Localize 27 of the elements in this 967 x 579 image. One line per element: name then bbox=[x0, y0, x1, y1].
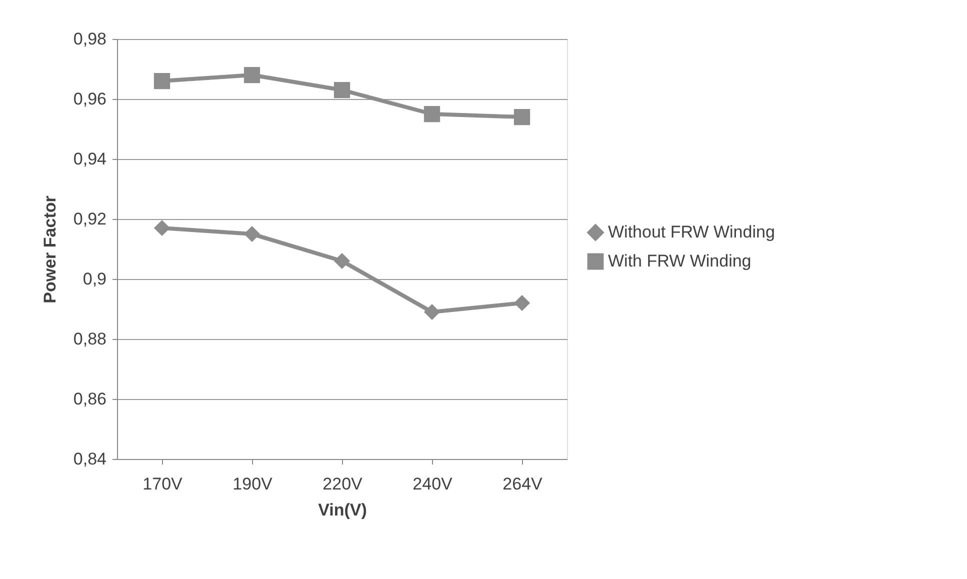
y-tick-label: 0,98 bbox=[73, 30, 106, 48]
y-tick-label: 0,9 bbox=[82, 270, 106, 288]
point bbox=[244, 226, 260, 242]
x-axis-title: Vin(V) bbox=[318, 500, 367, 520]
legend-label: With FRW Winding bbox=[608, 252, 752, 270]
point bbox=[424, 304, 440, 320]
point bbox=[334, 82, 350, 98]
y-tick-label: 0,96 bbox=[73, 90, 106, 108]
y-tick-label: 0,86 bbox=[73, 390, 106, 408]
point bbox=[514, 294, 530, 312]
point bbox=[424, 106, 440, 122]
point bbox=[154, 72, 170, 90]
point bbox=[334, 252, 350, 270]
y-tick-label: 0,84 bbox=[73, 450, 106, 468]
point bbox=[154, 220, 170, 236]
x-tick-label: 170V bbox=[142, 474, 184, 494]
y-tick-label: 0,88 bbox=[73, 330, 106, 348]
x-tick-label: 220V bbox=[322, 474, 364, 494]
point bbox=[244, 66, 260, 84]
y-tick-label: 0,94 bbox=[73, 150, 106, 168]
x-tick-label: 190V bbox=[232, 474, 274, 494]
x-tick-label: 264V bbox=[502, 474, 544, 494]
x-tick-label: 240V bbox=[412, 474, 454, 494]
legend-label: Without FRW Winding bbox=[608, 222, 775, 242]
y-tick-label: 0,92 bbox=[73, 210, 106, 228]
point bbox=[514, 108, 530, 126]
y-axis-title: Power Factor bbox=[40, 195, 60, 304]
